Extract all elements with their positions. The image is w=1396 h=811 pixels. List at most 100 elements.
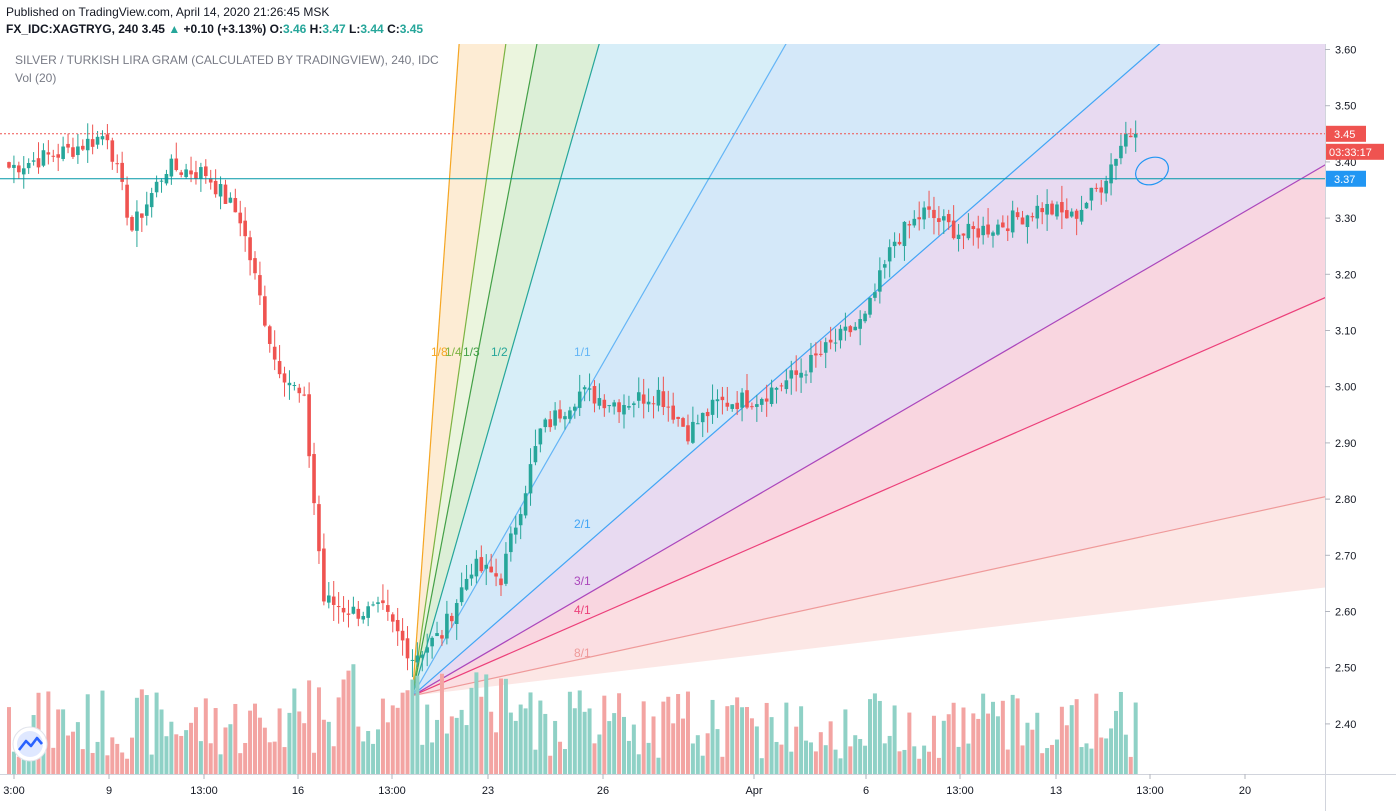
fan-line[interactable] (412, 56, 1396, 697)
volume-bar (400, 692, 405, 774)
candle-body (513, 527, 518, 535)
candle-body (710, 399, 715, 415)
volume-bar (587, 708, 592, 774)
volume-bar (474, 672, 479, 774)
volume-bar (543, 713, 548, 774)
volume-bar (553, 720, 558, 774)
candle-body (927, 206, 931, 210)
volume-bar (228, 724, 233, 774)
gann-fan-lines[interactable] (411, 44, 1396, 697)
high-value: 3.47 (322, 22, 346, 36)
candle-body (405, 638, 410, 659)
candle-body (130, 217, 134, 231)
candle-body (878, 270, 882, 292)
volume-bar (1000, 700, 1005, 774)
low-label: L: (349, 22, 361, 36)
volume-bar (666, 696, 671, 774)
price-chart[interactable]: 1/81/4 1/3 1/2 1/1 2/1 3/1 4/1 8/1 SILVER / TUR… (0, 44, 1396, 811)
time-axis[interactable]: 3:00 9 13:00 16 13:00 23 26 Apr 6 13:00 13 13:00 20 (3, 774, 1251, 797)
volume-bar (444, 733, 449, 774)
fan-line[interactable] (412, 44, 1396, 697)
candle-body (577, 391, 582, 408)
candlesticks (7, 120, 1138, 678)
candle-body (7, 162, 11, 168)
fan-line[interactable] (411, 44, 1396, 697)
fan-label: 1/8 (431, 345, 448, 359)
volume-bar (1035, 712, 1040, 774)
candle-body (174, 158, 179, 170)
volume-bar (410, 679, 415, 774)
fan-fill-region (412, 44, 1325, 696)
volume-bar (808, 742, 813, 774)
volume-bar (626, 740, 631, 774)
volume-bar (203, 698, 208, 774)
candle-body (946, 214, 951, 223)
candle-body (971, 226, 976, 230)
candle-body (646, 401, 651, 405)
candle-body (715, 399, 720, 402)
volume-bar (415, 675, 420, 774)
candle-body (277, 361, 282, 375)
volume-bar (936, 757, 941, 774)
candle-body (410, 659, 415, 661)
volume-bar (843, 709, 848, 774)
fan-line[interactable] (411, 44, 1238, 696)
candle-body (961, 233, 966, 236)
candle-body (464, 578, 469, 590)
candle-body (887, 247, 892, 262)
volume-bar (538, 700, 543, 774)
fan-line[interactable] (411, 44, 975, 696)
volume-bar (1020, 745, 1025, 774)
volume-bar (238, 753, 243, 774)
candle-body (31, 160, 36, 162)
legend-title: SILVER / TURKISH LIRA GRAM (CALCULATED B… (15, 53, 439, 67)
time-tick-label: 13:00 (1136, 785, 1164, 797)
candle-body (21, 168, 26, 175)
volume-bar (1030, 729, 1035, 774)
volume-bar (823, 745, 828, 774)
candle-body (135, 211, 139, 231)
volume-bar (779, 744, 784, 774)
candle-body (218, 184, 223, 197)
fan-line[interactable] (412, 44, 1396, 697)
candle-body (1074, 210, 1079, 219)
candle-body (700, 412, 705, 423)
volume-bar (331, 746, 336, 774)
volume-bar (346, 670, 351, 774)
volume-bar (149, 754, 154, 774)
volume-bars (7, 664, 1138, 774)
volume-bar (1025, 722, 1030, 774)
candle-body (184, 169, 188, 178)
candle-body (159, 180, 164, 182)
volume-bar (1128, 756, 1133, 774)
candle-body (351, 606, 356, 614)
tradingview-logo-icon (12, 726, 48, 762)
candle-body (140, 213, 144, 218)
volume-bar (764, 702, 769, 774)
fan-line[interactable] (411, 44, 837, 696)
fan-line[interactable] (411, 44, 626, 696)
candle-body (1084, 202, 1089, 209)
candle-body (169, 158, 174, 177)
candle-body (125, 184, 129, 218)
price-tick-label: 3.50 (1335, 101, 1356, 113)
candle-body (804, 374, 808, 376)
candle-body (484, 564, 489, 569)
candle-body (120, 162, 124, 182)
volume-bar (1040, 753, 1045, 774)
fan-line[interactable] (412, 44, 1396, 697)
candle-body (809, 354, 813, 373)
price-axis[interactable]: 2.40 2.50 2.60 2.70 2.80 2.90 3.00 3.10 3.20 3.30… (1325, 45, 1356, 731)
volume-bar (656, 757, 661, 774)
volume-bar (213, 708, 218, 774)
volume-bar (144, 695, 149, 774)
fan-label: 2/1 (574, 517, 591, 531)
candle-body (1065, 210, 1069, 219)
candle-body (494, 573, 498, 577)
candle-body (425, 647, 429, 653)
candle-body (533, 446, 538, 463)
countdown-tag-text: 03:33:17 (1329, 147, 1372, 159)
volume-bar (380, 698, 385, 774)
ellipse-annotation[interactable] (1131, 152, 1173, 190)
volume-bar (730, 705, 735, 774)
